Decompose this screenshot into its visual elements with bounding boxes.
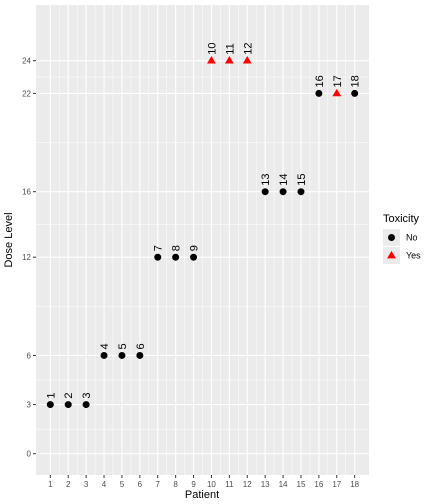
x-axis: 1 2 3 4 5 6 7 8 9 10 11 12 13 14 15 16 17 18 [48, 475, 360, 489]
point-label: 17 [332, 75, 344, 87]
x-tick-label: 9 [191, 480, 196, 489]
point-label: 2 [63, 392, 75, 398]
y-tick-label: 3 [27, 401, 32, 410]
point-label: 4 [99, 343, 111, 349]
point-label: 3 [81, 392, 93, 398]
grid-minor [36, 5, 369, 475]
point-label: 13 [260, 173, 272, 185]
point-toxicity-no [100, 351, 108, 359]
x-tick-label: 3 [84, 480, 89, 489]
point-toxicity-no [82, 401, 90, 409]
x-tick-label: 16 [314, 480, 323, 489]
x-tick-label: 5 [120, 480, 125, 489]
point-toxicity-yes [207, 55, 216, 64]
y-tick-label: 6 [27, 351, 32, 360]
x-tick-label: 6 [138, 480, 143, 489]
point-label: 16 [314, 75, 326, 87]
point-label: 8 [171, 245, 183, 251]
point-toxicity-no [172, 253, 180, 261]
y-axis-title: Dose Level [3, 212, 15, 267]
x-tick-label: 18 [350, 480, 359, 489]
legend-label: No [406, 233, 418, 243]
x-tick-label: 1 [48, 480, 53, 489]
x-tick-label: 12 [243, 480, 252, 489]
point-label: 11 [224, 43, 236, 54]
y-tick-label: 12 [22, 253, 31, 262]
point-label: 15 [296, 173, 308, 185]
x-tick-label: 11 [225, 480, 234, 489]
point-toxicity-no [297, 188, 305, 196]
grid-major [36, 5, 369, 475]
x-tick-label: 2 [66, 480, 71, 489]
point-label: 1 [45, 392, 57, 398]
y-tick-label: 16 [22, 188, 31, 197]
point-label: 18 [350, 75, 362, 87]
point-toxicity-no [136, 351, 144, 359]
point-toxicity-yes [224, 55, 234, 64]
y-tick-label: 22 [22, 89, 31, 98]
data-points [46, 55, 359, 409]
point-toxicity-no [118, 351, 126, 359]
y-tick-label: 24 [22, 57, 31, 66]
point-toxicity-no [190, 253, 198, 261]
y-tick-label: 0 [27, 450, 32, 459]
x-tick-label: 17 [332, 480, 341, 489]
x-tick-label: 7 [156, 480, 161, 489]
point-label: 6 [135, 343, 147, 349]
point-toxicity-no [64, 401, 72, 409]
x-tick-label: 15 [297, 480, 306, 489]
x-tick-label: 14 [279, 480, 288, 489]
x-axis-title: Patient [185, 489, 219, 501]
point-toxicity-no [351, 89, 359, 97]
x-tick-label: 4 [102, 480, 107, 489]
point-label: 5 [117, 343, 129, 349]
point-toxicity-yes [242, 55, 252, 64]
point-toxicity-no [315, 89, 323, 97]
point-label: 7 [153, 245, 165, 251]
point-label: 14 [278, 173, 290, 185]
x-tick-label: 10 [207, 480, 216, 489]
point-label: 9 [189, 245, 201, 251]
x-tick-label: 8 [173, 480, 178, 489]
point-label: 10 [206, 42, 218, 54]
legend-label: Yes [406, 251, 421, 261]
y-axis: 0 3 6 12 16 22 24 [22, 57, 36, 459]
point-toxicity-no [261, 188, 269, 196]
legend-key-triangle [387, 250, 396, 259]
point-toxicity-no [279, 188, 287, 196]
point-toxicity-no [154, 253, 162, 261]
point-label: 12 [242, 42, 254, 54]
legend: Toxicity No Yes [383, 213, 421, 264]
x-tick-label: 13 [261, 480, 270, 489]
legend-title: Toxicity [383, 213, 420, 225]
point-toxicity-yes [332, 88, 342, 97]
point-toxicity-no [46, 401, 54, 409]
legend-key-circle [388, 234, 395, 241]
